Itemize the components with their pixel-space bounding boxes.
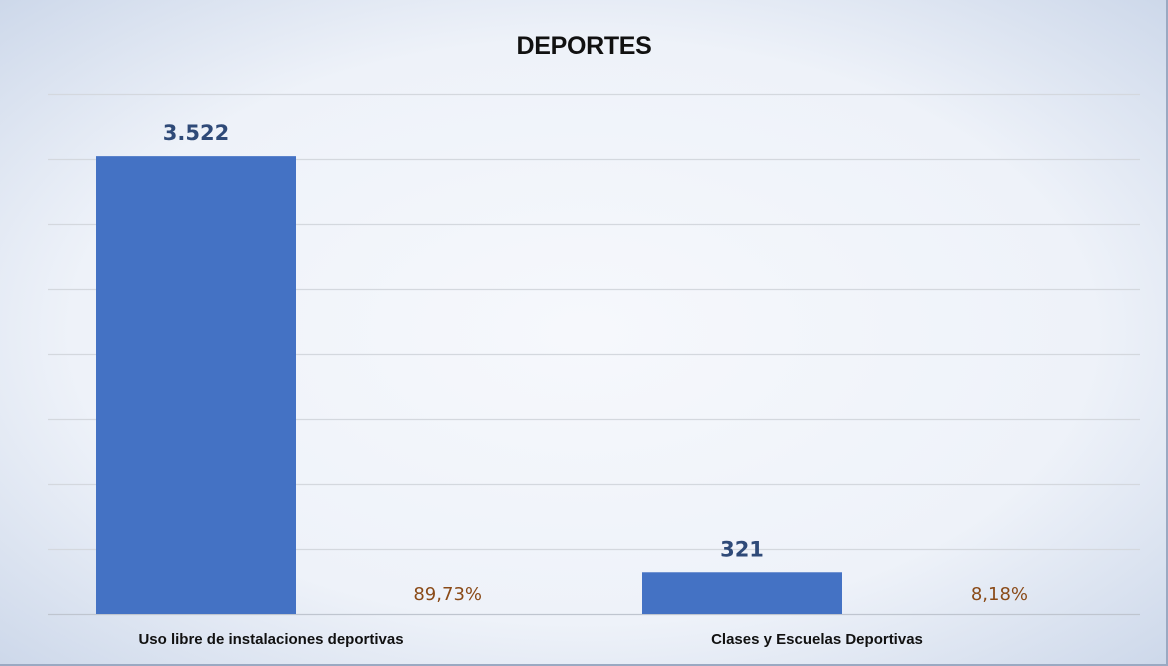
percent-label: 89,73%	[413, 584, 482, 605]
data-label: 321	[720, 537, 764, 561]
category-label: Uso libre de instalaciones deportivas	[138, 631, 403, 648]
chart-title: DEPORTES	[516, 32, 652, 60]
percent-label: 8,18%	[971, 584, 1028, 605]
bars	[96, 156, 842, 614]
bar	[96, 156, 296, 614]
bar	[642, 572, 842, 614]
category-label: Clases y Escuelas Deportivas	[711, 631, 923, 648]
labels: 3.522 89,73% Uso libre de instalaciones de…	[138, 121, 1028, 648]
data-label: 3.522	[163, 121, 229, 145]
